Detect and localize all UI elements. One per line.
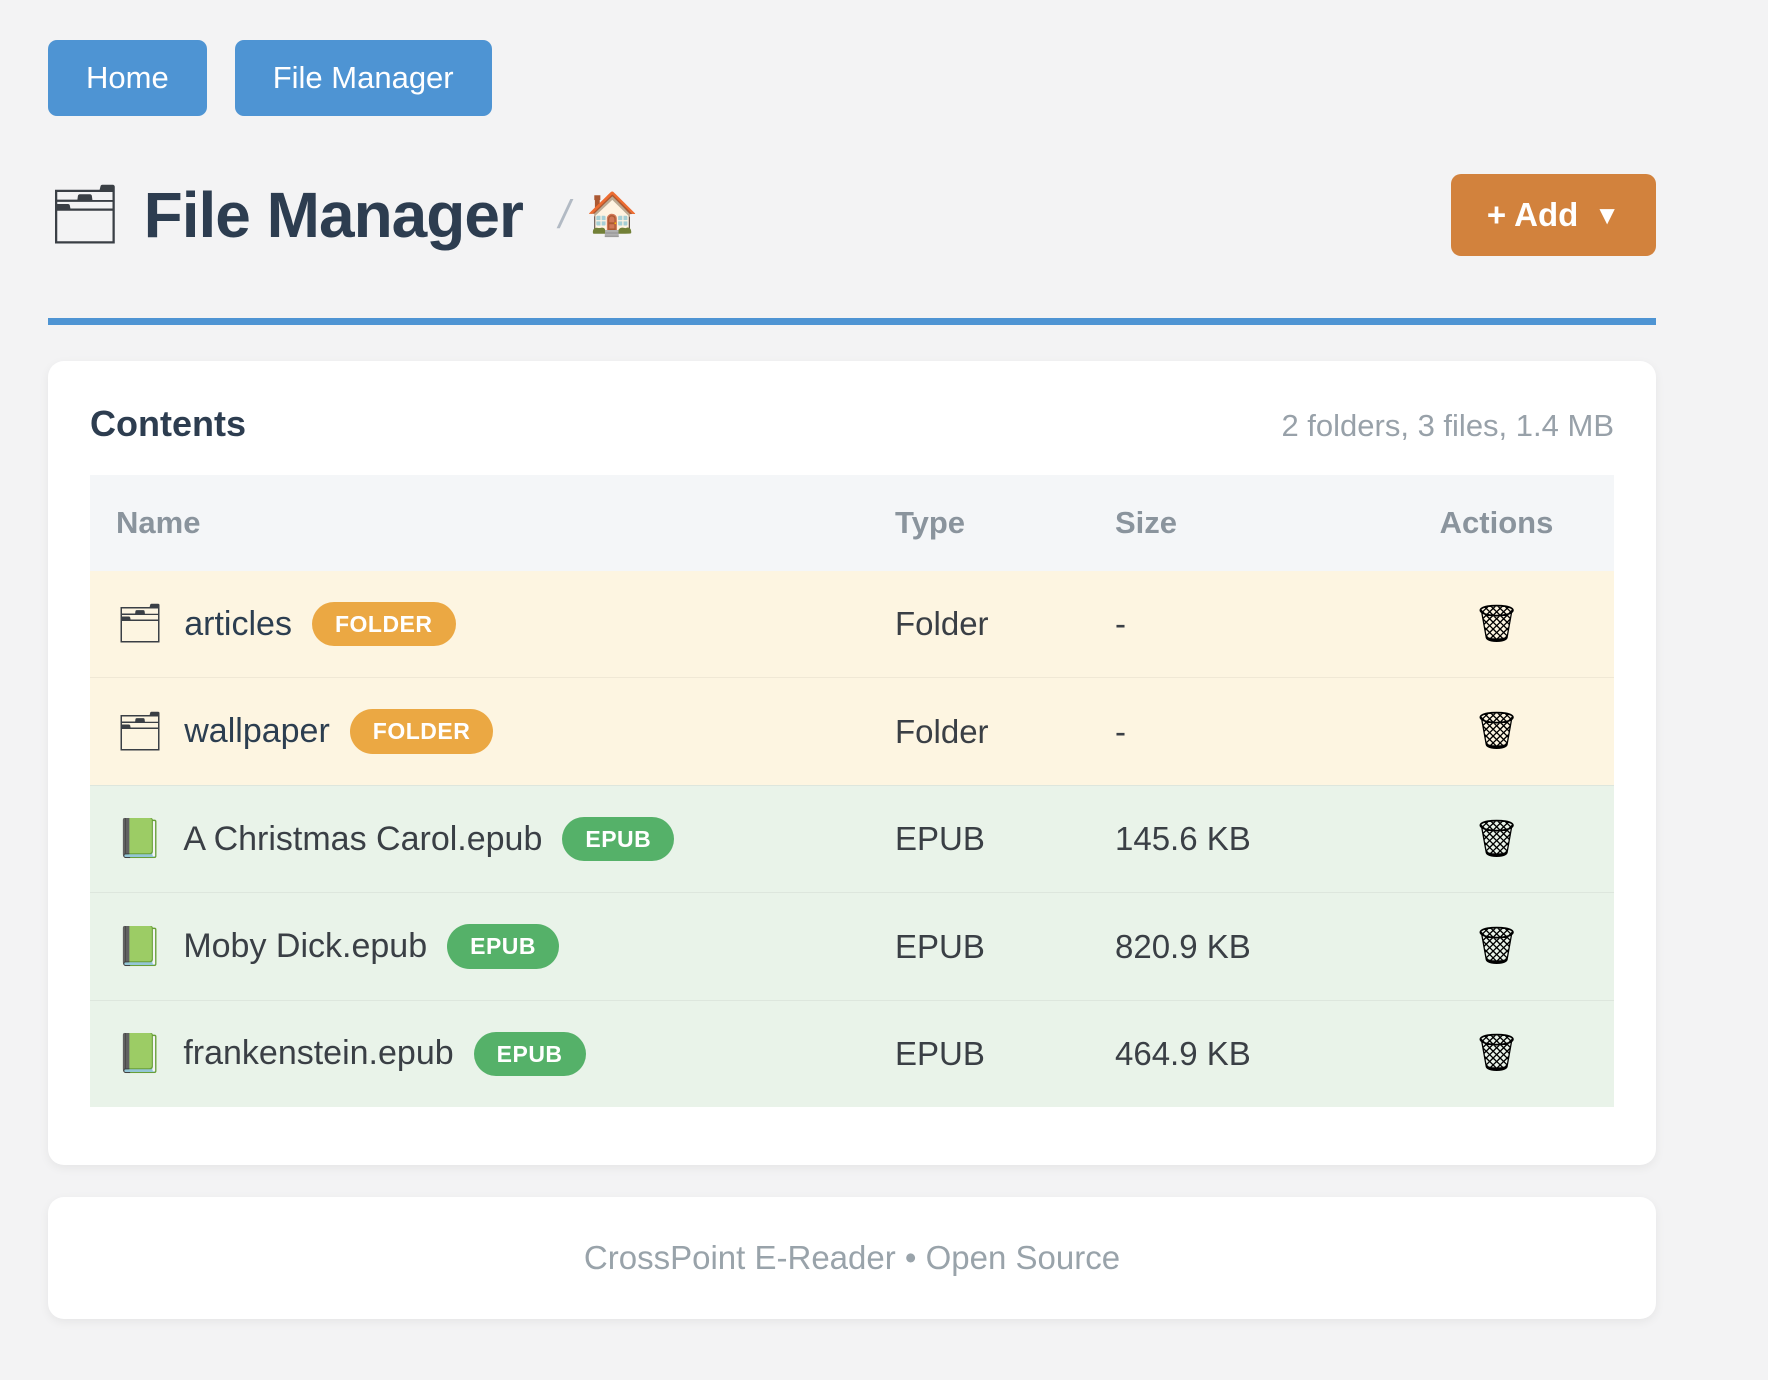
file-type-badge: FOLDER xyxy=(349,709,494,754)
column-header-name: Name xyxy=(90,475,869,571)
type-cell: EPUB xyxy=(869,784,1089,893)
footer-text: CrossPoint E-Reader • Open Source xyxy=(583,1239,1121,1277)
size-cell: 820.9 KB xyxy=(1089,892,1379,1001)
chevron-down-icon: ▼ xyxy=(1594,199,1620,230)
table-row: 📗 frankenstein.epub EPUB EPUB 464.9 KB 🗑 xyxy=(90,999,1614,1108)
file-type-badge: EPUB xyxy=(473,1031,586,1077)
size-cell: 464.9 KB xyxy=(1089,999,1379,1108)
trash-icon: 🗑 xyxy=(1473,925,1520,967)
file-type-icon: 🗂 xyxy=(116,710,165,753)
file-manager-nav-button[interactable]: File Manager xyxy=(234,40,492,116)
breadcrumb: / 🏠 xyxy=(558,189,639,238)
contents-title: Contents xyxy=(90,403,246,444)
delete-button[interactable]: 🗑 xyxy=(1473,820,1520,857)
file-name-link[interactable]: wallpaper xyxy=(184,712,330,751)
delete-button[interactable]: 🗑 xyxy=(1473,605,1520,642)
title-group: 🗂 File Manager / 🏠 xyxy=(48,178,638,252)
file-type-icon: 📗 xyxy=(116,1032,164,1075)
trash-icon: 🗑 xyxy=(1473,817,1520,859)
size-cell: 145.6 KB xyxy=(1089,784,1379,893)
file-type-badge: FOLDER xyxy=(311,602,456,647)
name-cell: 🗂 wallpaper FOLDER xyxy=(90,677,869,786)
type-cell: EPUB xyxy=(869,892,1089,1001)
delete-button[interactable]: 🗑 xyxy=(1473,927,1520,964)
file-table: Name Type Size Actions 🗂 articles FOLDER… xyxy=(90,475,1614,1108)
contents-card-header: Contents 2 folders, 3 files, 1.4 MB xyxy=(90,403,1614,445)
breadcrumb-separator: / xyxy=(558,192,570,237)
actions-cell: 🗑 xyxy=(1379,677,1614,786)
actions-cell: 🗑 xyxy=(1379,571,1614,678)
actions-cell: 🗑 xyxy=(1379,892,1614,1001)
contents-summary: 2 folders, 3 files, 1.4 MB xyxy=(1281,408,1614,443)
delete-button[interactable]: 🗑 xyxy=(1473,1034,1520,1071)
add-button[interactable]: + Add ▼ xyxy=(1450,174,1656,256)
delete-button[interactable]: 🗑 xyxy=(1473,712,1520,749)
table-row: 📗 Moby Dick.epub EPUB EPUB 820.9 KB 🗑 xyxy=(90,892,1614,1001)
table-row: 📗 A Christmas Carol.epub EPUB EPUB 145.6… xyxy=(90,784,1614,893)
size-cell: - xyxy=(1089,677,1379,786)
name-cell: 📗 frankenstein.epub EPUB xyxy=(90,999,869,1108)
name-cell: 🗂 articles FOLDER xyxy=(90,571,869,678)
add-button-label: + Add xyxy=(1486,196,1579,233)
home-nav-button[interactable]: Home xyxy=(48,40,207,116)
page-container: Home File Manager 🗂 File Manager / 🏠 + A… xyxy=(48,0,1656,1320)
file-name-link[interactable]: A Christmas Carol.epub xyxy=(183,819,543,858)
table-header-row: Name Type Size Actions xyxy=(90,475,1614,571)
trash-icon: 🗑 xyxy=(1473,602,1520,644)
name-cell: 📗 Moby Dick.epub EPUB xyxy=(90,892,869,1001)
file-type-icon: 🗂 xyxy=(116,603,165,646)
page-title: File Manager xyxy=(143,179,524,251)
title-divider xyxy=(48,318,1656,325)
size-cell: - xyxy=(1115,605,1126,643)
type-cell: Folder xyxy=(869,677,1089,786)
house-icon[interactable]: 🏠 xyxy=(585,189,639,237)
actions-cell: 🗑 xyxy=(1379,999,1614,1108)
actions-cell: 🗑 xyxy=(1379,784,1614,893)
footer-card: CrossPoint E-Reader • Open Source xyxy=(48,1197,1656,1320)
type-cell: Folder xyxy=(895,605,989,643)
table-row: 🗂 wallpaper FOLDER Folder - 🗑 xyxy=(90,677,1614,786)
file-name-link[interactable]: frankenstein.epub xyxy=(183,1034,454,1073)
file-table-body: 🗂 articles FOLDER Folder - 🗑 🗂 wallpaper… xyxy=(90,571,1614,1108)
top-nav: Home File Manager xyxy=(48,0,1656,116)
column-header-actions: Actions xyxy=(1379,475,1614,571)
page-header: 🗂 File Manager / 🏠 + Add ▼ xyxy=(48,174,1656,256)
file-name-link[interactable]: Moby Dick.epub xyxy=(183,927,428,966)
column-header-size: Size xyxy=(1089,475,1379,571)
file-type-icon: 📗 xyxy=(116,818,164,861)
file-type-badge: EPUB xyxy=(447,924,560,969)
file-name-link[interactable]: articles xyxy=(184,604,292,643)
trash-icon: 🗑 xyxy=(1473,1032,1520,1074)
folder-icon: 🗂 xyxy=(48,182,122,247)
contents-card: Contents 2 folders, 3 files, 1.4 MB Name… xyxy=(48,361,1656,1166)
file-type-icon: 📗 xyxy=(116,925,164,968)
file-type-badge: EPUB xyxy=(562,816,675,862)
trash-icon: 🗑 xyxy=(1473,710,1520,752)
name-cell: 📗 A Christmas Carol.epub EPUB xyxy=(90,784,869,893)
column-header-type: Type xyxy=(869,475,1089,571)
table-row: 🗂 articles FOLDER Folder - 🗑 xyxy=(90,571,1614,678)
type-cell: EPUB xyxy=(869,999,1089,1108)
